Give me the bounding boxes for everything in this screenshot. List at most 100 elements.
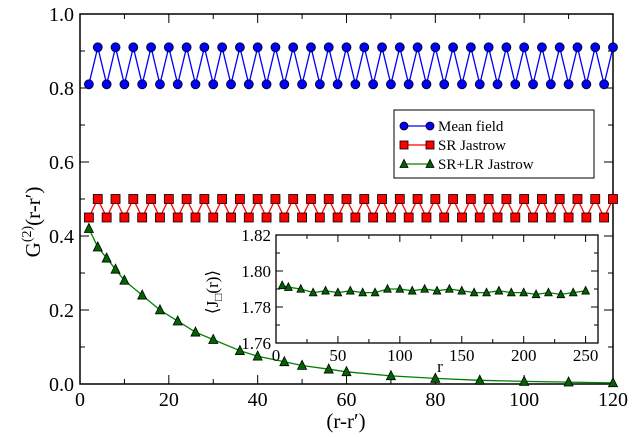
data-point	[545, 212, 556, 223]
series-line	[88, 47, 614, 85]
data-point	[110, 263, 121, 274]
data-point	[190, 212, 201, 223]
y-tick-label: 1.82	[241, 226, 271, 245]
data-point	[321, 285, 330, 295]
data-point	[568, 287, 578, 297]
data-point	[412, 42, 423, 53]
data-point	[341, 194, 352, 204]
data-point	[323, 42, 334, 53]
data-point	[163, 42, 174, 53]
data-point	[519, 194, 530, 204]
data-point	[243, 79, 254, 90]
data-point	[474, 374, 485, 385]
data-point	[448, 42, 459, 53]
data-point	[544, 287, 553, 297]
data-point	[288, 42, 299, 53]
data-point	[101, 79, 112, 90]
data-point	[333, 287, 343, 297]
data-point	[234, 344, 246, 355]
data-point	[110, 194, 121, 204]
data-point	[270, 194, 281, 204]
data-point	[421, 212, 432, 223]
data-point	[510, 212, 521, 223]
data-point	[386, 212, 396, 223]
data-point	[350, 212, 361, 223]
inset-y-axis-label: ⟨J□(r)⟩	[203, 270, 225, 314]
data-point	[494, 285, 504, 295]
data-point	[465, 194, 476, 204]
data-point	[155, 79, 165, 90]
data-point	[492, 79, 503, 90]
data-point	[430, 372, 441, 383]
data-point	[119, 212, 130, 223]
data-point	[368, 212, 379, 223]
data-point	[590, 194, 601, 204]
data-point	[556, 289, 566, 299]
x-tick-label: 60	[337, 389, 357, 411]
data-point	[279, 79, 290, 90]
data-point	[83, 222, 95, 233]
data-point	[432, 285, 442, 295]
data-point	[217, 194, 228, 204]
data-point	[545, 79, 556, 90]
data-point	[430, 42, 441, 53]
data-point	[519, 42, 530, 53]
data-point	[199, 194, 210, 204]
data-point	[243, 212, 254, 223]
y-tick-label: 0.2	[49, 300, 74, 322]
data-point	[492, 212, 503, 223]
data-point	[323, 194, 334, 204]
x-tick-label: 250	[573, 346, 599, 365]
data-point	[519, 375, 530, 386]
data-point	[172, 79, 183, 90]
data-point	[154, 303, 166, 315]
data-point	[83, 212, 94, 223]
data-point	[457, 285, 467, 295]
data-point	[323, 363, 334, 374]
data-point	[359, 42, 370, 53]
x-tick-label: 20	[159, 389, 179, 411]
data-point	[92, 194, 103, 204]
data-point	[501, 42, 512, 53]
y-tick-label: 1.76	[241, 334, 271, 353]
legend-marker	[425, 121, 435, 131]
data-point	[172, 315, 183, 326]
x-tick-label: 0	[75, 389, 85, 411]
data-point	[208, 333, 219, 344]
legend-label: Mean field	[438, 119, 504, 135]
legend-label: SR Jastrow	[438, 138, 506, 154]
legend-label: SR+LR Jastrow	[438, 157, 534, 173]
series-mean-field	[83, 42, 618, 90]
data-point	[482, 287, 491, 297]
data-point	[332, 212, 343, 223]
data-point	[92, 241, 103, 252]
data-point	[368, 79, 379, 90]
data-point	[519, 287, 529, 297]
data-point	[386, 79, 396, 90]
y-tick-label: 0.4	[49, 226, 74, 248]
series-sr-jastrow	[83, 194, 618, 223]
data-point	[572, 42, 583, 53]
data-point	[412, 194, 423, 204]
data-point	[279, 355, 290, 367]
data-point	[581, 79, 592, 90]
data-point	[234, 42, 245, 53]
data-point	[137, 289, 148, 300]
legend-marker	[399, 140, 409, 150]
data-point	[172, 212, 183, 223]
data-point	[572, 194, 583, 204]
data-point	[563, 212, 574, 223]
y-tick-label: 0.6	[49, 152, 74, 174]
x-axis-label: (r-r′)	[326, 409, 365, 433]
y-tick-label: 0.8	[49, 78, 74, 100]
x-tick-label: 40	[248, 389, 268, 411]
inset-data-series	[277, 280, 591, 299]
data-point	[101, 252, 112, 263]
data-point	[537, 42, 547, 53]
series-inset-0	[277, 280, 591, 299]
series-line	[88, 228, 614, 384]
data-point	[377, 194, 387, 204]
legend: Mean field SR Jastrow SR+LR Jastrow	[393, 109, 595, 179]
data-point	[279, 212, 290, 223]
